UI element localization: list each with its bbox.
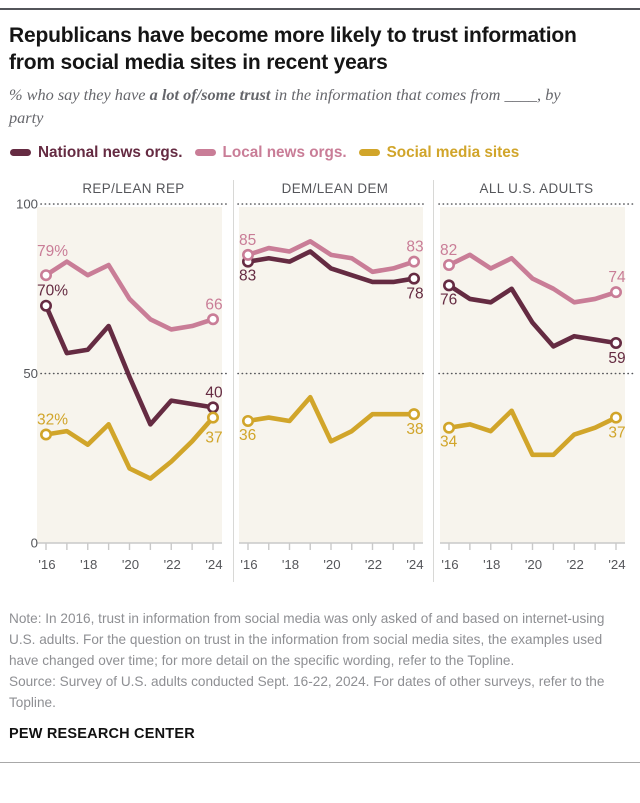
series-line-social-media-sites: [446, 408, 619, 457]
x-tick-label: '22: [164, 557, 181, 572]
series-line-local-news-orgs: [245, 238, 417, 274]
panel-rep-lean-rep: REP/LEAN REP '16 '18 '20 '22 '24 100 50 0 70% 40 79…: [0, 180, 233, 582]
x-tick-label: '22: [365, 557, 382, 572]
legend-swatch-icon: [194, 148, 216, 157]
legend-item-national-news-orgs: National news orgs.: [10, 144, 183, 162]
endpoint-marker-national-news-orgs: [610, 336, 623, 349]
x-tick-label: '24: [406, 557, 423, 572]
x-tick-label: '24: [608, 557, 625, 572]
chart-title: Republicans have become more likely to t…: [9, 24, 577, 74]
value-label-start-social-media-sites: 32%: [37, 411, 68, 428]
chart-subtitle: % who say they have a lot of/some trust …: [9, 83, 567, 129]
x-tick-label: '24: [205, 557, 222, 572]
footer-brand: PEW RESEARCH CENTER: [9, 725, 195, 742]
endpoint-marker-social-media-sites: [408, 407, 421, 420]
endpoint-marker-local-news-orgs: [39, 268, 52, 281]
endpoint-marker-social-media-sites: [39, 428, 52, 441]
panel-title: REP/LEAN REP: [82, 181, 184, 196]
pew-chart-page: Republicans have become more likely to t…: [0, 8, 640, 763]
panel-all-u-s-adults: ALL U.S. ADULTS '16 '18 '20 '22 '24 76 59 82 74 34…: [433, 179, 640, 582]
y-tick-label-50: 50: [23, 366, 38, 381]
panel-title: ALL U.S. ADULTS: [480, 181, 594, 196]
x-tick-label: '20: [323, 557, 340, 572]
value-label-start-social-media-sites: 36: [239, 427, 256, 444]
series-line-national-news-orgs: [245, 248, 417, 284]
panel-dem-lean-dem: DEM/LEAN DEM '16 '18 '20 '22 '24 83 78 85 83 36 38: [233, 179, 433, 582]
endpoint-marker-social-media-sites: [207, 411, 220, 424]
x-tick-label: '18: [80, 557, 97, 572]
value-label-end-social-media-sites: 37: [608, 424, 625, 441]
panel-chart-all-u-s-adults: ALL U.S. ADULTS '16 '18 '20 '22 '24 76 59 82 74 34…: [438, 181, 635, 572]
endpoint-marker-social-media-sites: [443, 421, 455, 434]
series-line-national-news-orgs: [43, 302, 216, 427]
series-line-local-news-orgs: [446, 252, 619, 305]
x-tick-label: '20: [525, 557, 542, 572]
subtitle-bold: a lot of/some trust: [149, 85, 271, 105]
subtitle-post: in the information that comes from ____,…: [9, 85, 561, 128]
value-label-start-social-media-sites: 34: [440, 433, 458, 450]
x-tick-label: '18: [282, 557, 299, 572]
subtitle-pre: % who say they have: [9, 85, 150, 105]
source-text: Source: Survey of U.S. adults conducted …: [9, 674, 605, 711]
series-line-social-media-sites: [43, 414, 216, 481]
endpoint-marker-local-news-orgs: [408, 255, 421, 268]
endpoint-marker-social-media-sites: [242, 414, 254, 427]
endpoint-marker-social-media-sites: [610, 411, 623, 424]
endpoint-marker-national-news-orgs: [39, 299, 52, 312]
notes: Note: In 2016, trust in information from…: [9, 608, 613, 714]
value-label-end-national-news-orgs: 78: [406, 285, 423, 302]
value-label-start-local-news-orgs: 82: [440, 242, 457, 259]
series-line-social-media-sites: [245, 394, 417, 444]
x-tick-label: '16: [441, 557, 458, 572]
panel-title: DEM/LEAN DEM: [282, 181, 389, 196]
legend-label: National news orgs.: [38, 143, 183, 161]
endpoint-marker-national-news-orgs: [443, 278, 455, 291]
x-tick-label: '16: [38, 557, 55, 572]
series-line-national-news-orgs: [446, 282, 619, 349]
chart-panels: REP/LEAN REP '16 '18 '20 '22 '24 100 50 0 70% 40 79…: [0, 179, 640, 582]
x-tick-label: '22: [567, 557, 584, 572]
x-tick-label: '18: [483, 557, 500, 572]
x-tick-label: '20: [122, 557, 139, 572]
bottom-rule: [0, 761, 640, 763]
legend-swatch-icon: [10, 148, 31, 157]
endpoint-marker-local-news-orgs: [610, 285, 623, 298]
value-label-end-local-news-orgs: 74: [608, 269, 626, 286]
panel-chart-rep-lean-rep: REP/LEAN REP '16 '18 '20 '22 '24 100 50 0 70% 40 79…: [16, 181, 228, 572]
endpoint-marker-local-news-orgs: [242, 248, 254, 261]
plot-area-background: [239, 206, 423, 543]
endpoint-marker-local-news-orgs: [443, 258, 455, 271]
top-rule: [0, 8, 640, 10]
value-label-end-local-news-orgs: 66: [205, 296, 222, 313]
note-text: Note: In 2016, trust in information from…: [9, 610, 605, 668]
value-label-end-social-media-sites: 38: [406, 421, 423, 438]
x-tick-label: '16: [240, 557, 257, 572]
plot-area-background: [440, 206, 625, 543]
legend: National news orgs. Local news orgs. Socia…: [10, 142, 640, 164]
value-label-start-national-news-orgs: 83: [239, 267, 256, 284]
value-label-start-local-news-orgs: 85: [239, 231, 256, 248]
endpoint-marker-national-news-orgs: [408, 272, 421, 285]
value-label-start-local-news-orgs: 79%: [37, 243, 68, 260]
series-line-local-news-orgs: [43, 258, 216, 332]
endpoint-marker-national-news-orgs: [207, 400, 220, 413]
value-label-start-national-news-orgs: 76: [440, 291, 457, 308]
value-label-end-national-news-orgs: 59: [608, 350, 625, 367]
panel-chart-dem-lean-dem: DEM/LEAN DEM '16 '18 '20 '22 '24 83 78 85 83 36 38: [237, 181, 428, 572]
legend-label: Local news orgs.: [222, 143, 347, 161]
value-label-end-national-news-orgs: 40: [205, 384, 223, 401]
value-label-end-social-media-sites: 37: [205, 429, 222, 446]
legend-item-local-news-orgs: Local news orgs.: [194, 143, 347, 162]
y-tick-label-100: 100: [16, 196, 38, 211]
endpoint-marker-local-news-orgs: [207, 312, 220, 325]
y-tick-label-0: 0: [31, 535, 38, 550]
legend-item-social-media-sites: Social media sites: [358, 143, 520, 162]
legend-swatch-icon: [358, 148, 380, 157]
legend-label: Social media sites: [386, 143, 520, 161]
value-label-end-local-news-orgs: 83: [406, 238, 423, 255]
value-label-start-national-news-orgs: 70%: [37, 282, 68, 299]
